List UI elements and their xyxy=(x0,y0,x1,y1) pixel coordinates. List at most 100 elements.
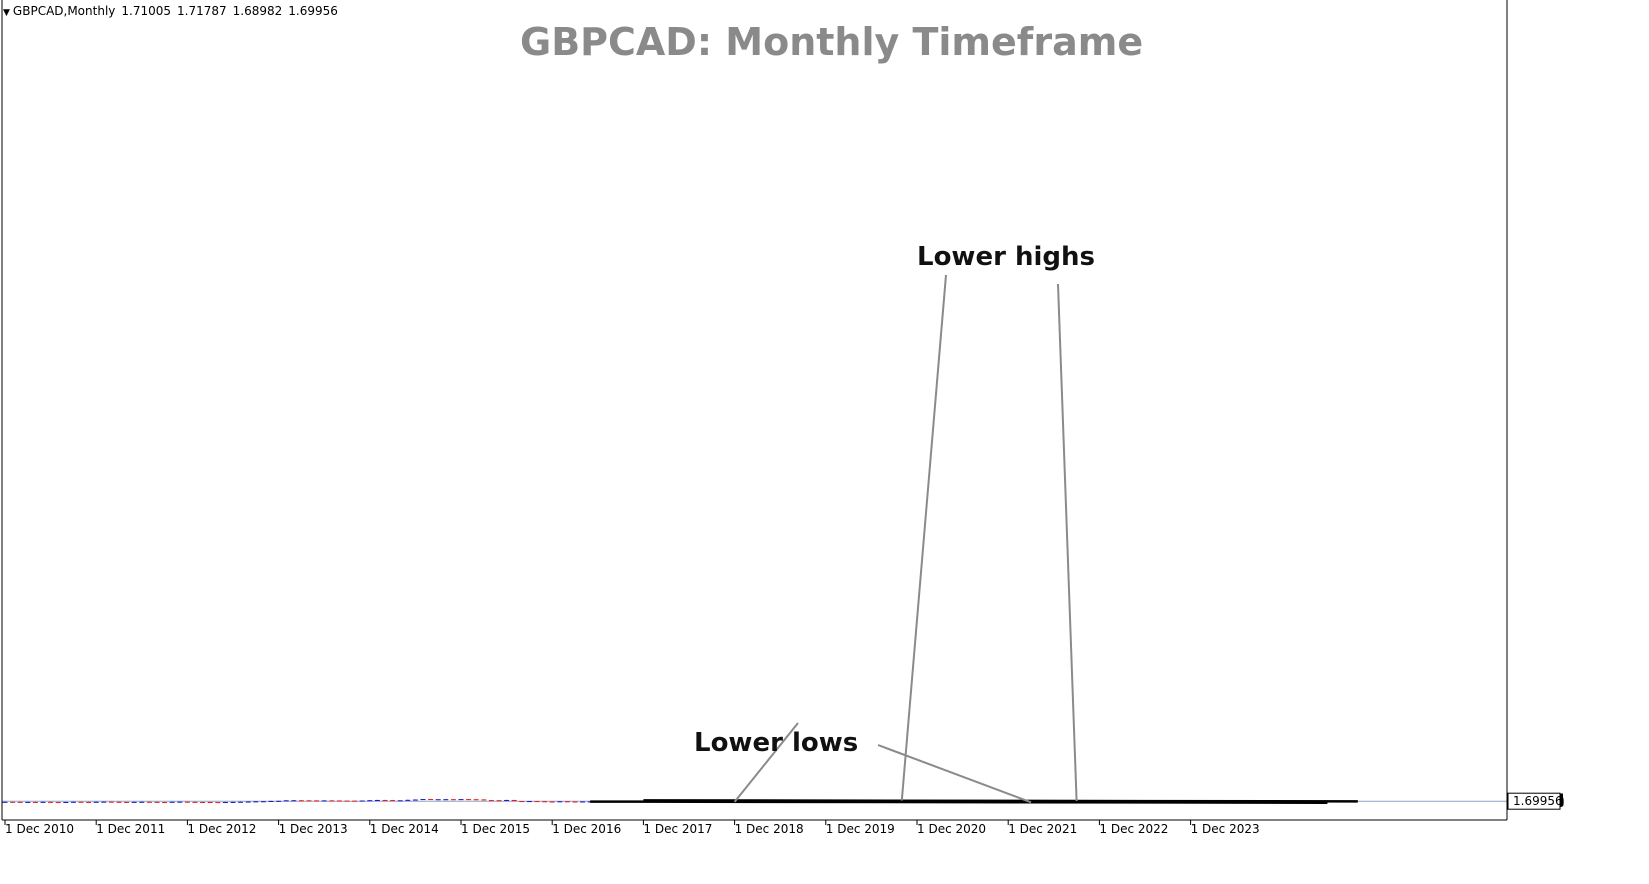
candle-body-up xyxy=(291,800,297,802)
candle-body-up xyxy=(504,799,510,801)
candle-body-down xyxy=(352,800,358,802)
candle-body-up xyxy=(253,801,259,803)
x-tick-label: 1 Dec 2023 xyxy=(1191,822,1260,836)
candle-body-down xyxy=(390,800,396,802)
candle-body-up xyxy=(93,801,99,803)
candle-body-down xyxy=(488,800,494,802)
symbol-name: GBPCAD,Monthly xyxy=(12,4,116,18)
upper-channel-line xyxy=(643,799,1358,803)
candle-body-up xyxy=(367,800,373,802)
candle-body-down xyxy=(184,801,190,803)
candle-body-up xyxy=(40,801,46,803)
x-tick-label: 1 Dec 2013 xyxy=(279,822,348,836)
chart-title: GBPCAD: Monthly Timeframe xyxy=(520,20,1144,64)
annotation-pointer-lines xyxy=(733,274,1078,804)
candle-body-up xyxy=(177,801,183,803)
x-tick-label: 1 Dec 2020 xyxy=(917,822,986,836)
x-tick-label: 1 Dec 2014 xyxy=(370,822,439,836)
annotation-pointer-line xyxy=(900,274,947,801)
candle-body-down xyxy=(298,800,304,802)
candle-body-up xyxy=(526,801,532,803)
candle-body-down xyxy=(48,801,54,803)
candle-body-down xyxy=(549,801,555,803)
candle-body-up xyxy=(245,801,251,803)
candle-body-down xyxy=(344,800,350,802)
candle-body-up xyxy=(268,800,274,802)
candle-body-up xyxy=(580,801,586,803)
candle-body-down xyxy=(162,802,168,804)
symbol-info-bar: ▼ GBPCAD,Monthly 1.71005 1.71787 1.68982 1.69… xyxy=(3,4,344,18)
candle-body-up xyxy=(412,799,418,801)
current-price-label: 1.69956 xyxy=(1513,794,1563,808)
annotation-pointer-line xyxy=(877,744,1032,804)
x-tick-label: 1 Dec 2012 xyxy=(187,822,256,836)
current-price-box xyxy=(1507,792,1561,810)
candle-body-up xyxy=(443,799,449,801)
candle-body-down xyxy=(473,799,479,801)
candle-body-up xyxy=(321,800,327,802)
candle-body-down xyxy=(534,801,540,803)
candle-body-up xyxy=(420,799,426,801)
candle-body-up xyxy=(557,801,563,803)
candle-body-down xyxy=(192,801,198,803)
candle-body-down xyxy=(200,801,206,803)
candle-body-up xyxy=(63,801,69,803)
candle-body-up xyxy=(169,801,175,803)
high-price: 1.71787 xyxy=(177,4,227,18)
x-tick-label: 1 Dec 2021 xyxy=(1008,822,1077,836)
trend-channel-lines xyxy=(590,799,1358,804)
candle-body-down xyxy=(215,802,221,804)
x-axis-ticks: 1 Dec 2010 1 Dec 2011 1 Dec 2012 1 Dec 2013… xyxy=(4,820,1260,836)
candle-body-up xyxy=(222,802,228,804)
candle-body-down xyxy=(564,801,570,803)
candle-body-up xyxy=(374,799,380,801)
candle-body-down xyxy=(306,800,312,802)
candle-body-up xyxy=(230,801,236,803)
open-price: 1.71005 xyxy=(121,4,172,18)
candle-body-down xyxy=(32,801,38,803)
candle-body-down xyxy=(314,800,320,802)
close-price: 1.69956 xyxy=(288,4,338,18)
candle-body-up xyxy=(405,799,411,801)
candle-body-down xyxy=(17,801,23,803)
candle-body-down xyxy=(154,801,160,803)
candle-body-down xyxy=(329,800,335,802)
candle-body-up xyxy=(101,801,107,803)
candle-body-down xyxy=(86,801,92,803)
x-tick-label: 1 Dec 2022 xyxy=(1099,822,1168,836)
x-tick-label: 1 Dec 2018 xyxy=(735,822,804,836)
x-tick-label: 1 Dec 2019 xyxy=(826,822,895,836)
candle-body-up xyxy=(139,801,145,803)
candle-body-down xyxy=(116,801,122,803)
annotation-pointer-line xyxy=(1057,283,1078,802)
candle-body-down xyxy=(124,801,130,803)
candle-body-down xyxy=(146,801,152,803)
candle-body-down xyxy=(108,801,114,803)
candle-body-down xyxy=(511,799,517,802)
candle-body-down xyxy=(428,799,434,801)
candle-body-up xyxy=(25,801,31,803)
candle-body-up xyxy=(2,801,8,803)
candle-body-up xyxy=(458,799,464,801)
candle-body-down xyxy=(572,801,578,803)
candle-body-down xyxy=(207,801,213,803)
x-tick-label: 1 Dec 2017 xyxy=(643,822,712,836)
candle-body-down xyxy=(519,801,525,803)
annotation-lower-highs: Lower highs xyxy=(917,242,1095,272)
candle-body-down xyxy=(336,800,342,802)
dropdown-triangle-icon[interactable]: ▼ xyxy=(3,8,10,18)
low-price: 1.68982 xyxy=(232,4,283,18)
candle-body-up xyxy=(238,801,244,803)
candle-body-down xyxy=(542,801,548,803)
candle-body-up xyxy=(283,800,289,802)
x-tick-label: 1 Dec 2016 xyxy=(552,822,621,836)
x-tick-label: 1 Dec 2010 xyxy=(5,822,74,836)
chart-axes xyxy=(1,0,1508,821)
lower-channel-line xyxy=(590,800,1328,804)
current-price-marker: 1.69956 xyxy=(1507,792,1563,810)
annotation-lower-lows: Lower lows xyxy=(694,728,859,758)
candle-body-up xyxy=(359,800,365,802)
candle-body-down xyxy=(10,801,16,803)
candle-body-up xyxy=(397,800,403,802)
